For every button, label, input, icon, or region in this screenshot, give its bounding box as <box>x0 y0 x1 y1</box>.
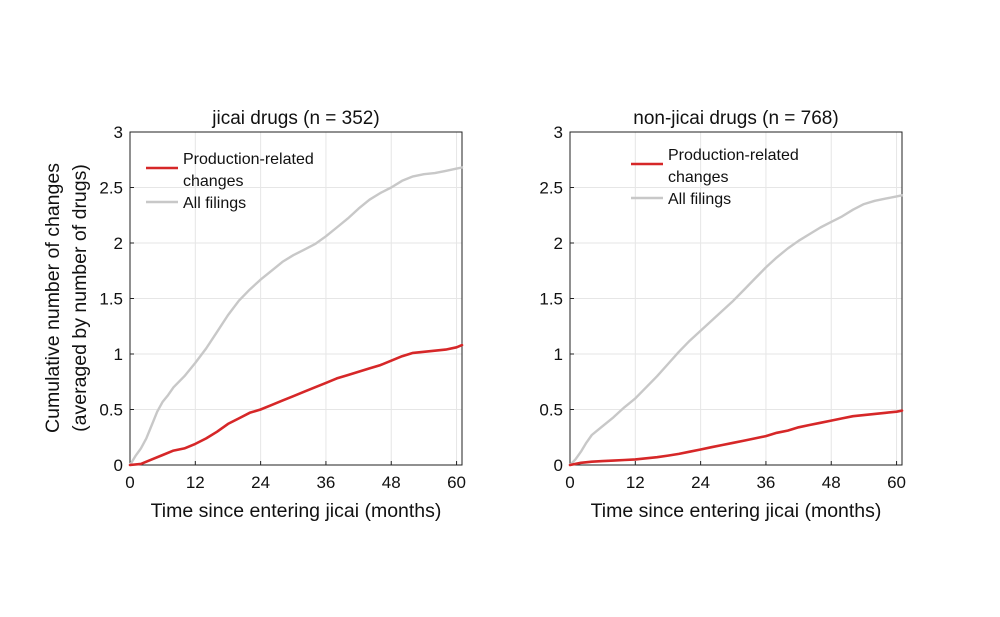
panel2-x-tick-label: 24 <box>691 473 710 492</box>
panel2-y-tick-label: 2 <box>554 234 563 253</box>
panel2-y-tick-label: 1.5 <box>539 290 563 309</box>
panel1-y-tick-label: 0 <box>114 456 123 475</box>
panel1-legend-production-label-line1: Production-related <box>183 151 314 168</box>
panel1-x-tick-label: 48 <box>382 473 401 492</box>
panel1-y-tick-label: 0.5 <box>99 401 123 420</box>
y-axis-label-line1: Cumulative number of changes <box>42 163 64 433</box>
panel2-production-series-line <box>568 409 904 467</box>
panel1-x-tick-label: 36 <box>316 473 335 492</box>
panel1-y-tick-label: 1.5 <box>99 290 123 309</box>
panel1-title: jicai drugs (n = 352) <box>211 108 379 129</box>
panel1-x-tick-label: 60 <box>447 473 466 492</box>
panel2-x-axis-label: Time since entering jicai (months) <box>591 500 882 522</box>
panel1-x-axis-label: Time since entering jicai (months) <box>151 500 442 522</box>
panel1-legend-production-label-line2: changes <box>183 173 244 190</box>
panel2-y-tick-label: 0.5 <box>539 401 563 420</box>
panel2-x-tick-label: 60 <box>887 473 906 492</box>
panel2-x-tick-label: 48 <box>822 473 841 492</box>
panel2-all-filings-series-line <box>568 194 904 467</box>
panel2-legend-production-label-line2: changes <box>668 169 729 186</box>
panel2-legend-all-label: All filings <box>668 191 731 208</box>
panel1-y-tick-label: 1 <box>114 345 123 364</box>
panel2-x-tick-label: 12 <box>626 473 645 492</box>
panel1-y-tick-label: 3 <box>114 123 123 142</box>
panel2-legend-production-label-line1: Production-related <box>668 147 799 164</box>
panel1-all-filings-series-line <box>128 166 464 467</box>
panel1-y-tick-label: 2.5 <box>99 179 123 198</box>
y-axis-label-line2: (averaged by number of drugs) <box>69 164 91 432</box>
panel1-y-tick-label: 2 <box>114 234 123 253</box>
panel2-title: non-jicai drugs (n = 768) <box>633 108 838 129</box>
panel2-y-tick-label: 0 <box>554 456 563 475</box>
panel2-x-tick-label: 36 <box>756 473 775 492</box>
panel2-x-tick-label: 0 <box>565 473 574 492</box>
panel1-legend-all-label: All filings <box>183 195 246 212</box>
panel1-x-tick-label: 24 <box>251 473 270 492</box>
panel1-x-tick-label: 12 <box>186 473 205 492</box>
panel2-y-tick-label: 3 <box>554 123 563 142</box>
panel2-y-tick-label: 2.5 <box>539 179 563 198</box>
panel1-x-tick-label: 0 <box>125 473 134 492</box>
panel1-production-series-line <box>128 343 464 467</box>
panel2-y-tick-label: 1 <box>554 345 563 364</box>
